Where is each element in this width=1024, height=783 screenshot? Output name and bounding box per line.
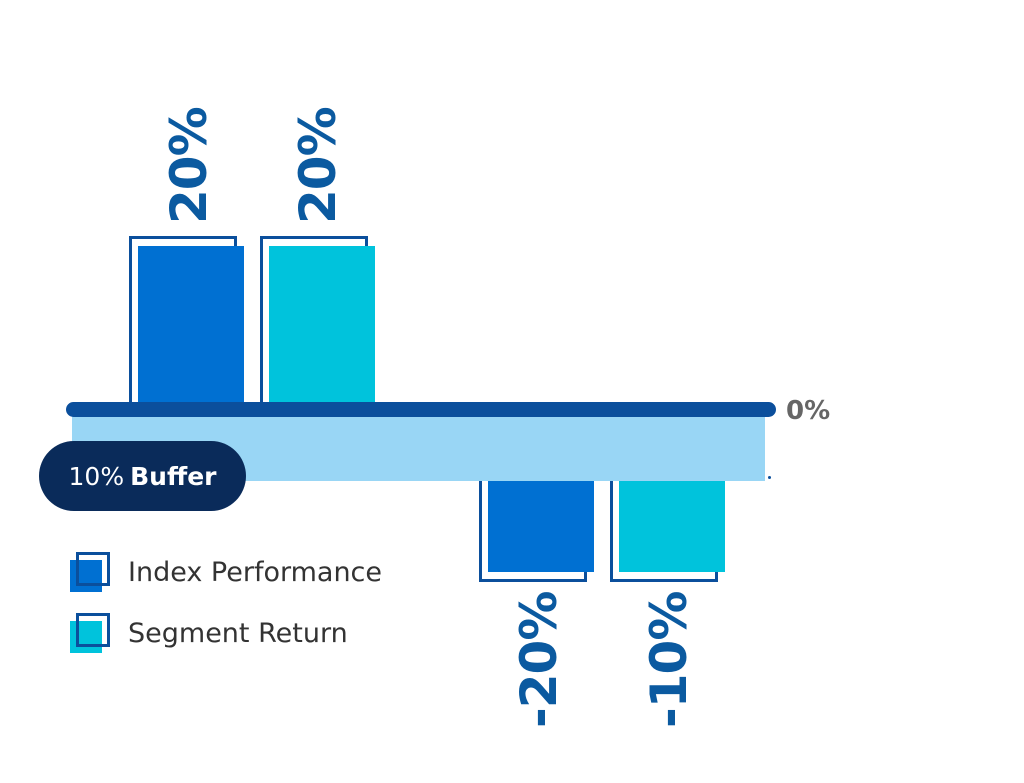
bar-segment-positive [269, 246, 375, 406]
bar-label-segment-positive: 20% [289, 107, 347, 224]
buffer-badge: 10% Buffer [39, 441, 246, 511]
index-performance-swatch-icon [68, 550, 112, 594]
bar-label-index-positive: 20% [160, 107, 218, 224]
buffer-word: Buffer [130, 461, 217, 491]
buffer-value: 10% [68, 461, 125, 491]
bar-label-index-negative: -20% [510, 591, 568, 728]
legend-label: Segment Return [128, 617, 348, 649]
buffer-end-marker [768, 476, 771, 479]
bar-segment-negative [619, 470, 725, 572]
bar-index-negative [488, 470, 594, 572]
bar-index-positive [138, 246, 244, 406]
zero-axis-label: 0% [786, 396, 831, 426]
legend-item-index-performance: Index Performance [68, 550, 382, 594]
bar-label-segment-negative: -10% [640, 591, 698, 728]
zero-axis-line [66, 402, 776, 417]
legend-item-segment-return: Segment Return [68, 611, 348, 655]
segment-return-swatch-icon [68, 611, 112, 655]
legend-label: Index Performance [128, 556, 383, 588]
